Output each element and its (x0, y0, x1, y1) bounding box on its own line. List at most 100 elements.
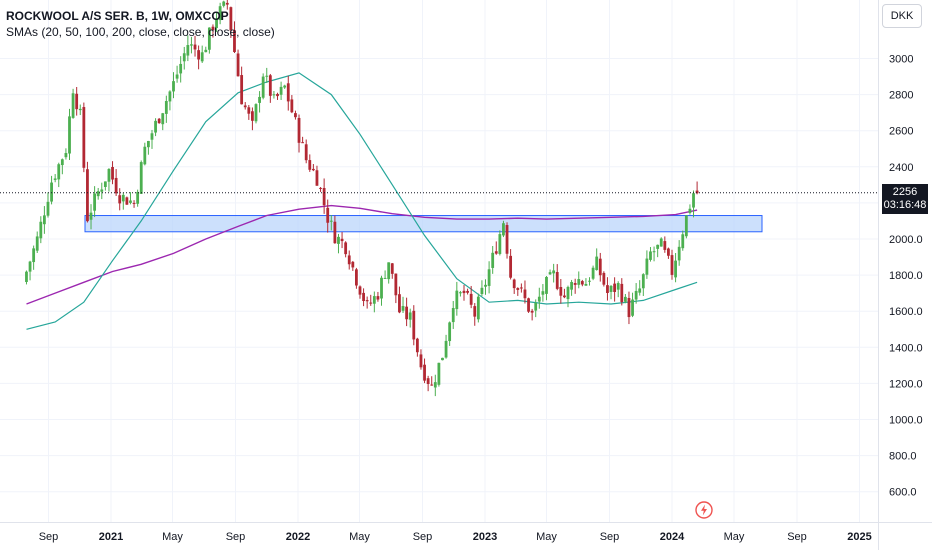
candle-body (351, 261, 355, 268)
lightning-icon[interactable] (695, 501, 713, 519)
candle-body (71, 93, 75, 118)
time-tick-label: 2023 (473, 531, 497, 543)
candle-body (444, 340, 448, 358)
candle-body (190, 44, 193, 46)
candle-body (591, 267, 595, 279)
support-zone[interactable] (84, 215, 763, 233)
candle (652, 246, 656, 262)
candle-body (484, 284, 487, 287)
candle (279, 81, 283, 101)
candle-body (268, 75, 272, 96)
candle-body (294, 113, 297, 118)
candle (308, 154, 312, 172)
candle-body (426, 378, 430, 385)
candle-body (602, 272, 606, 285)
candle (254, 103, 258, 124)
candle (638, 280, 642, 296)
candle-body (114, 177, 118, 194)
price-tick-label: 1800.0 (889, 270, 923, 282)
candle-body (175, 74, 179, 79)
candle (333, 215, 337, 244)
candle-body (634, 290, 638, 300)
candle (139, 160, 143, 194)
candle (433, 374, 437, 397)
candle-body (251, 111, 254, 121)
time-axis[interactable]: Sep 2021 May Sep 2022 May Sep 2023 May Sep 2024 May… (0, 522, 932, 544)
candle-body (75, 93, 79, 110)
candle (186, 35, 190, 62)
candle-body (96, 191, 100, 197)
candle (114, 169, 118, 196)
candle-body (337, 236, 340, 244)
candle (616, 281, 620, 298)
candle (688, 204, 692, 215)
time-tick-label: May (536, 531, 557, 543)
candle-body (143, 146, 147, 165)
candle-body (315, 170, 319, 186)
candle (394, 273, 398, 304)
candle (667, 247, 670, 259)
candle-body (111, 167, 114, 180)
candle (548, 269, 552, 275)
candle-body (86, 169, 89, 222)
candle (577, 271, 581, 289)
candle-body (677, 246, 681, 261)
candle (426, 375, 430, 392)
candle (326, 199, 330, 233)
candle (103, 181, 107, 191)
candle (39, 216, 43, 244)
candle (415, 337, 419, 357)
indicator-label[interactable]: SMAs (20, 50, 100, 200, close, close, cl… (6, 25, 275, 39)
candle-body (100, 189, 104, 192)
candle-body (229, 7, 233, 31)
candle-body (340, 238, 344, 242)
candle-body (469, 293, 473, 305)
candle (677, 240, 681, 266)
candle (190, 36, 193, 54)
time-tick-label: May (349, 531, 370, 543)
candle-body (125, 197, 129, 205)
candle (656, 244, 660, 258)
candle (157, 117, 161, 124)
candle (200, 45, 204, 64)
candle-body (118, 195, 122, 204)
chart-legend: ROCKWOOL A/S SER. B, 1W, OMXCOP SMAs (20… (6, 8, 275, 40)
candle-body (541, 291, 545, 295)
candle (129, 192, 132, 205)
symbol-title[interactable]: ROCKWOOL A/S SER. B, 1W, OMXCOP (6, 9, 229, 23)
candle-body (286, 83, 290, 102)
candle (613, 277, 617, 302)
candle (620, 278, 624, 306)
price-tick-label: 800.0 (889, 451, 917, 463)
candle-body (451, 308, 455, 323)
candle-body (519, 287, 523, 289)
candle-body (441, 357, 444, 361)
candle-body (649, 251, 652, 260)
candle-body (107, 169, 111, 182)
candle (355, 267, 358, 289)
last-price-value: 2256 (892, 186, 918, 198)
candle-body (645, 258, 649, 275)
candle (681, 230, 685, 251)
price-axis[interactable]: 300028002600240022002000.01800.01600.014… (878, 0, 923, 550)
time-tick-label: May (162, 531, 183, 543)
time-tick-label: 2024 (660, 531, 685, 543)
currency-button[interactable]: DKK (882, 4, 922, 28)
candle-body (279, 86, 283, 95)
sma-200-line (26, 204, 698, 305)
candle-body (272, 94, 276, 96)
candle (319, 187, 322, 192)
candle-body (172, 81, 175, 92)
candle (28, 260, 32, 281)
time-tick-label: 2021 (99, 531, 123, 543)
candle (25, 270, 28, 285)
candle-body (60, 159, 64, 166)
candle (351, 260, 355, 271)
candle-body (39, 221, 43, 239)
candle-body (387, 262, 391, 280)
sma-lines (26, 72, 698, 330)
candle (376, 291, 380, 302)
candle (588, 277, 591, 286)
candle (193, 35, 197, 57)
